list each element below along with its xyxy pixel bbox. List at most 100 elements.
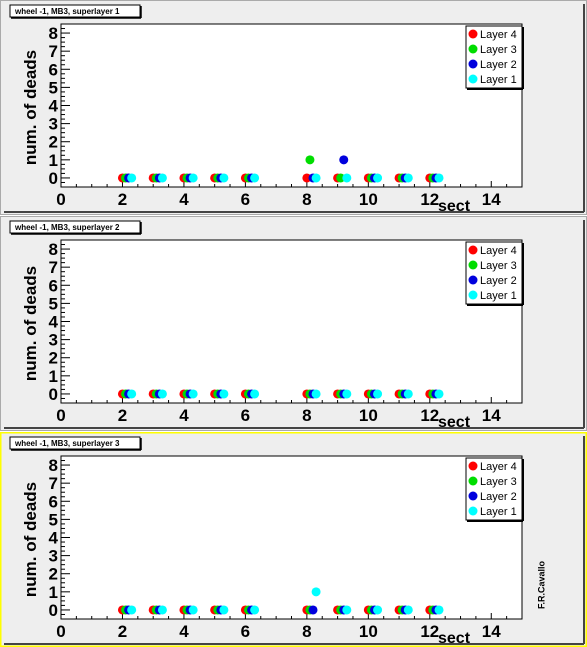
data-point — [339, 155, 349, 165]
data-point — [188, 173, 198, 183]
legend-marker — [468, 476, 478, 486]
y-tick-label: 8 — [49, 24, 58, 43]
data-point — [219, 605, 229, 615]
data-point — [311, 587, 321, 597]
chart-title: wheel -1, MB3, superlayer 1 — [14, 7, 120, 16]
chart-title: wheel -1, MB3, superlayer 3 — [14, 439, 120, 448]
data-point — [373, 605, 383, 615]
y-tick-label: 8 — [49, 240, 58, 259]
data-point — [157, 605, 167, 615]
x-tick-label: 4 — [179, 190, 189, 209]
legend-marker — [468, 461, 478, 471]
y-axis-label: num. of deads — [21, 266, 40, 381]
data-points — [117, 587, 444, 615]
chart-title-box: wheel -1, MB3, superlayer 2 — [9, 220, 142, 235]
x-tick-label: 10 — [359, 190, 378, 209]
data-point — [434, 173, 444, 183]
x-tick-label: 8 — [302, 406, 311, 425]
data-point — [342, 389, 352, 399]
chart-title-box: wheel -1, MB3, superlayer 1 — [9, 4, 142, 19]
x-tick-label: 10 — [359, 406, 378, 425]
x-axis-label: sect — [438, 630, 471, 647]
pad-superlayer-3[interactable]: wheel -1, MB3, superlayer 3 0 2 4 6 8 10 12 14 se… — [0, 432, 587, 647]
x-axis-label: sect — [438, 198, 471, 215]
author-signature: F.R.Cavallo — [536, 560, 546, 609]
data-point — [403, 389, 413, 399]
legend-marker — [468, 74, 478, 84]
plot-frame — [60, 239, 523, 404]
legend-label: Layer 2 — [480, 491, 517, 503]
y-tick-label: 3 — [49, 115, 58, 134]
legend-label: Layer 4 — [480, 29, 517, 41]
y-tick-label: 6 — [49, 60, 58, 79]
plot-frame — [60, 23, 523, 188]
y-tick-label: 3 — [49, 331, 58, 350]
data-points — [117, 155, 444, 183]
pad-superlayer-1[interactable]: wheel -1, MB3, superlayer 1 0 2 4 6 8 10 12 14 se… — [0, 0, 587, 215]
legend-entry: Layer 2 — [468, 59, 517, 71]
x-tick-label: 4 — [179, 622, 189, 641]
legend-label: Layer 1 — [480, 290, 517, 302]
legend-marker — [468, 44, 478, 54]
y-tick-label: 0 — [49, 169, 58, 188]
data-point — [250, 389, 260, 399]
legend: Layer 4 Layer 3 Layer 2 Layer 1 — [465, 457, 524, 522]
legend-label: Layer 2 — [480, 59, 517, 71]
legend-entry: Layer 4 — [468, 245, 517, 257]
y-tick-label: 4 — [49, 313, 59, 332]
legend-entry: Layer 3 — [468, 476, 517, 488]
legend-marker — [468, 275, 478, 285]
legend-entry: Layer 3 — [468, 44, 517, 56]
y-tick-label: 6 — [49, 492, 58, 511]
x-tick-label: 12 — [420, 406, 439, 425]
x-tick-label: 12 — [420, 622, 439, 641]
x-tick-label: 8 — [302, 190, 311, 209]
data-point — [219, 173, 229, 183]
legend-entry: Layer 4 — [468, 29, 517, 41]
legend-entry: Layer 1 — [468, 290, 517, 302]
chart-1: wheel -1, MB3, superlayer 10 2 4 6 8 10 12 14se… — [0, 0, 587, 215]
x-tick-label: 2 — [118, 406, 127, 425]
y-tick-label: 7 — [49, 258, 58, 277]
legend-entry: Layer 2 — [468, 275, 517, 287]
legend-label: Layer 1 — [480, 506, 517, 518]
plot-frame — [60, 455, 523, 620]
legend-marker — [468, 245, 478, 255]
y-tick-label: 5 — [49, 294, 58, 313]
x-tick-label: 6 — [241, 622, 250, 641]
data-point — [305, 155, 315, 165]
y-tick-label: 7 — [49, 42, 58, 61]
y-tick-label: 1 — [49, 151, 58, 170]
pad-superlayer-2[interactable]: wheel -1, MB3, superlayer 2 0 2 4 6 8 10 12 14 se… — [0, 216, 587, 431]
y-tick-label: 5 — [49, 78, 58, 97]
x-tick-label: 0 — [56, 406, 65, 425]
x-tick-label: 14 — [482, 622, 501, 641]
data-point — [403, 605, 413, 615]
author-signature-text: F.R.Cavallo — [536, 560, 546, 609]
legend-marker — [468, 491, 478, 501]
legend-label: Layer 4 — [480, 461, 517, 473]
data-point — [127, 389, 137, 399]
y-tick-label: 0 — [49, 601, 58, 620]
data-point — [250, 605, 260, 615]
legend-label: Layer 1 — [480, 74, 517, 86]
data-point — [157, 173, 167, 183]
x-tick-label: 6 — [241, 190, 250, 209]
data-point — [250, 173, 260, 183]
x-tick-label: 12 — [420, 190, 439, 209]
y-tick-label: 5 — [49, 510, 58, 529]
series-layer-1 — [127, 173, 444, 183]
data-point — [434, 605, 444, 615]
y-tick-label: 0 — [49, 385, 58, 404]
legend-entry: Layer 1 — [468, 74, 517, 86]
data-point — [127, 605, 137, 615]
data-point — [311, 173, 321, 183]
y-tick-label: 3 — [49, 547, 58, 566]
data-point — [308, 605, 318, 615]
chart-2: wheel -1, MB3, superlayer 20 2 4 6 8 10 12 14se… — [0, 216, 587, 431]
data-point — [311, 389, 321, 399]
data-point — [373, 389, 383, 399]
legend-entry: Layer 2 — [468, 491, 517, 503]
